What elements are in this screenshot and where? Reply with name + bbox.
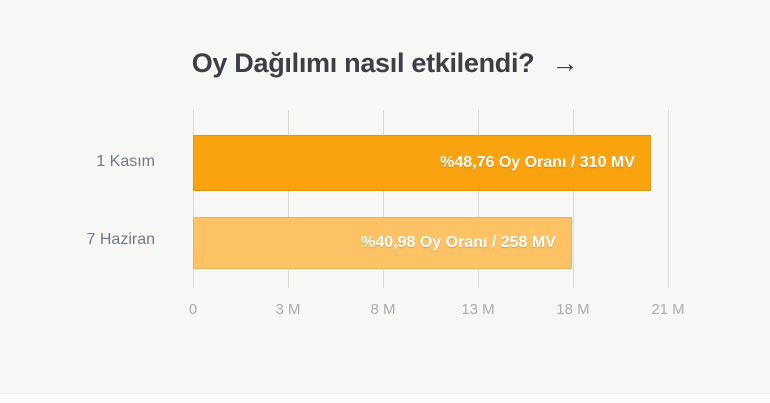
x-tick-label: 0 xyxy=(188,301,198,318)
gridline xyxy=(193,110,194,288)
x-tick-label: 18 M xyxy=(556,301,590,318)
gridline xyxy=(573,110,574,288)
chart-title-text: Oy Dağılımı nasıl etkilendi? xyxy=(191,48,535,78)
gridline xyxy=(668,110,669,288)
x-tick-label: 3 M xyxy=(275,301,301,318)
category-label: 1 Kasım xyxy=(96,153,155,170)
bar-value-label: %48,76 Oy Oranı / 310 MV xyxy=(440,154,635,171)
plot-area: %48,76 Oy Oranı / 310 MV %40,98 Oy Oranı … xyxy=(193,110,669,288)
gridline xyxy=(478,110,479,288)
bottom-strip xyxy=(0,394,770,403)
x-tick-label: 8 M xyxy=(370,301,396,318)
x-tick-label: 21 M xyxy=(651,301,685,318)
x-tick-label: 13 M xyxy=(461,301,495,318)
bottom-divider xyxy=(0,393,770,394)
bar-2: %40,98 Oy Oranı / 258 MV xyxy=(193,217,572,269)
arrow-right-icon: → xyxy=(551,48,579,78)
category-label: 7 Haziran xyxy=(86,231,155,248)
gridline xyxy=(383,110,384,288)
bar-value-label: %40,98 Oy Oranı / 258 MV xyxy=(361,234,556,251)
bar-1: %48,76 Oy Oranı / 310 MV xyxy=(193,135,651,191)
gridline xyxy=(288,110,289,288)
chart-title: Oy Dağılımı nasıl etkilendi? → xyxy=(0,48,770,79)
